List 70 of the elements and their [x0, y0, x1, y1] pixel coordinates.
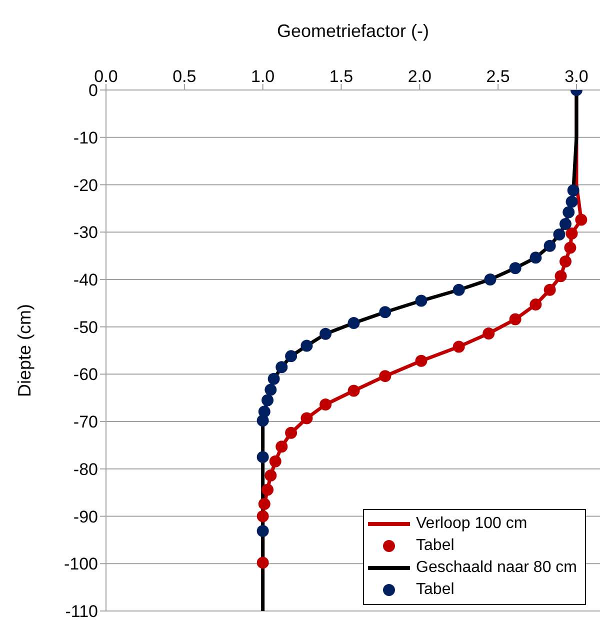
y-tick-label: -80	[73, 460, 98, 479]
legend-label: Verloop 100 cm	[416, 514, 528, 534]
point	[256, 524, 269, 537]
point	[530, 298, 542, 311]
y-tick-label: 0	[88, 81, 98, 100]
x-tick-label: 3.0	[564, 67, 588, 86]
point	[256, 556, 269, 569]
point	[379, 370, 392, 382]
point	[264, 470, 277, 482]
point	[300, 340, 313, 352]
x-tick-label: 1.0	[251, 67, 275, 86]
point	[566, 228, 578, 240]
point	[285, 350, 298, 362]
point	[320, 328, 332, 340]
x-tick-label: 2.5	[486, 67, 510, 86]
point	[276, 361, 288, 374]
y-tick-label: -70	[73, 412, 98, 432]
point	[564, 242, 576, 254]
point	[300, 412, 313, 424]
y-tick-label: -10	[73, 128, 98, 148]
legend-label: Tabel	[416, 536, 454, 556]
point	[285, 426, 298, 439]
point	[560, 255, 572, 268]
legend-label: Geschaald naar 80 cm	[416, 558, 577, 578]
point	[320, 398, 332, 410]
point	[256, 451, 269, 464]
y-tick-label: -30	[73, 223, 98, 242]
point	[509, 313, 522, 326]
legend-label: Tabel	[416, 580, 454, 600]
point	[575, 214, 588, 226]
y-tick-label: -100	[64, 554, 98, 574]
y-tick-label: -90	[73, 507, 98, 526]
point	[530, 252, 542, 264]
point	[566, 196, 578, 208]
point	[567, 184, 580, 196]
point	[258, 498, 270, 510]
point	[256, 510, 269, 522]
point	[544, 240, 556, 252]
point	[269, 455, 282, 468]
point	[415, 354, 428, 367]
point	[379, 306, 392, 318]
y-tick-label: -50	[73, 318, 98, 337]
point	[262, 394, 274, 406]
x-tick-label: 0.5	[172, 67, 196, 86]
y-tick-label: -110	[65, 602, 98, 622]
point	[553, 228, 566, 240]
point	[264, 384, 277, 396]
point	[348, 317, 360, 330]
point	[562, 206, 575, 218]
point	[348, 384, 360, 397]
point	[256, 414, 269, 427]
y-tick-label: -60	[73, 365, 98, 384]
point	[268, 372, 280, 385]
point	[452, 284, 465, 296]
y-tick-label: -40	[73, 270, 98, 290]
point	[554, 270, 567, 282]
point	[452, 340, 465, 353]
point	[415, 294, 428, 307]
point	[560, 218, 572, 230]
point	[482, 327, 495, 340]
x-axis-title: Geometriefactor (-)	[276, 20, 430, 41]
y-axis-title: Diepte (cm)	[14, 304, 34, 398]
point	[276, 440, 288, 453]
x-tick-label: 1.5	[329, 67, 354, 86]
point	[544, 284, 556, 296]
point	[484, 273, 496, 286]
y-tick-label: -20	[73, 176, 98, 195]
point	[509, 262, 522, 274]
x-tick-label: 2.0	[408, 67, 432, 86]
point	[262, 484, 274, 496]
